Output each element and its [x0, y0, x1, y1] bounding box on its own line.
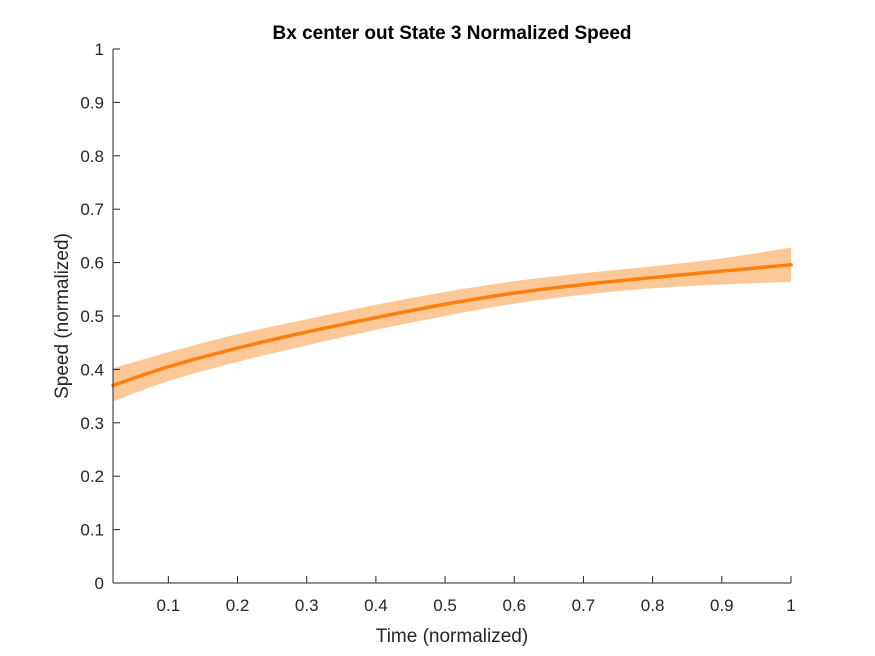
confidence-band: [113, 247, 791, 402]
x-tick-label: 0.4: [364, 596, 388, 615]
x-tick-label: 0.1: [157, 596, 181, 615]
y-tick-label: 0.9: [80, 93, 104, 112]
x-tick-label: 0.9: [710, 596, 734, 615]
x-tick-label: 0.3: [295, 596, 319, 615]
y-tick-label: 0.5: [80, 307, 104, 326]
y-tick-label: 0.4: [80, 360, 104, 379]
x-tick-label: 0.7: [572, 596, 596, 615]
chart-title: Bx center out State 3 Normalized Speed: [273, 23, 632, 44]
x-tick-label: 0.2: [226, 596, 250, 615]
mean-speed-line: [111, 262, 793, 388]
x-tick-label: 0.5: [433, 596, 457, 615]
y-tick-label: 0.8: [80, 147, 104, 166]
axes: 0 0.1 0.2 0.3 0.4 0.5 0.6 0.7 0.8 0.9 1 0.1 0.2 0.3 0.…: [80, 40, 795, 615]
y-tick-label: 0.1: [80, 521, 104, 540]
x-tick-label: 1: [786, 596, 795, 615]
x-tick-label: 0.6: [502, 596, 526, 615]
x-axis-title: Time (normalized): [376, 626, 528, 647]
plot-area: [111, 247, 793, 402]
y-axis-title: Speed (normalized): [52, 233, 73, 399]
y-tick-label: 0.7: [80, 200, 104, 219]
y-tick-label: 0.6: [80, 254, 104, 273]
y-tick-label: 0.2: [80, 467, 104, 486]
y-tick-label: 0: [95, 574, 104, 593]
x-tick-label: 0.8: [641, 596, 665, 615]
y-tick-label: 0.3: [80, 414, 104, 433]
y-tick-label: 1: [95, 40, 104, 59]
